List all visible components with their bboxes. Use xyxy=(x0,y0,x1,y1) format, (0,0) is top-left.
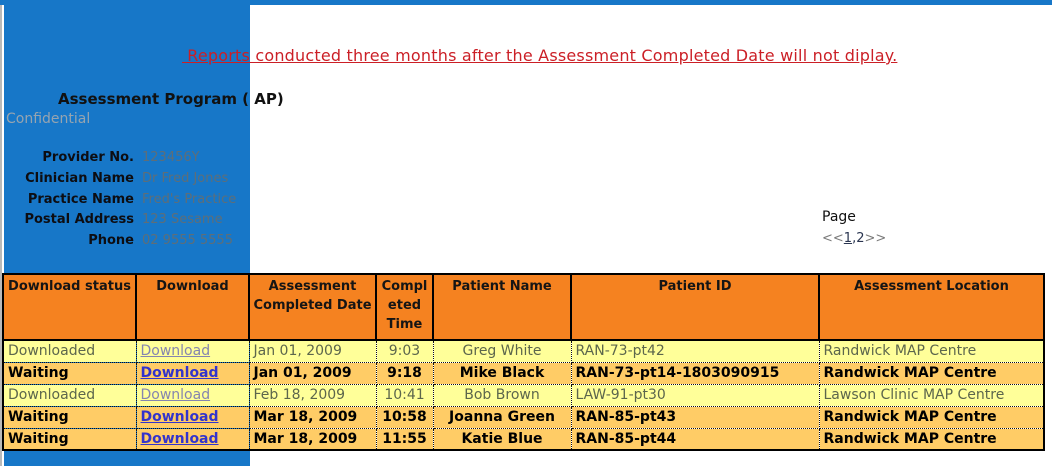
provider-no-value: 123456Y xyxy=(142,150,200,165)
download-cell: Download xyxy=(135,339,250,363)
download-link[interactable]: Download xyxy=(140,365,219,381)
page-title: Assessment Program ( AP) xyxy=(58,90,284,108)
table-row: Downloaded Download Feb 18, 2009 10:41 B… xyxy=(2,383,1045,407)
assessment-location-cell: Randwick MAP Centre xyxy=(818,405,1045,429)
patient-id-cell: RAN-85-pt43 xyxy=(570,405,820,429)
expiry-warning-text: Reports conducted three months after the… xyxy=(182,46,898,65)
assessment-location-cell: Randwick MAP Centre xyxy=(818,361,1045,385)
patient-name-cell: Greg White xyxy=(432,339,572,363)
page-separator: , xyxy=(852,231,857,246)
assessment-report-table: Download status Download Assessment Comp… xyxy=(2,273,1045,451)
col-header-patient-name: Patient Name xyxy=(432,273,572,341)
practice-name-value: Fred's Practice xyxy=(142,191,237,207)
prev-pages-arrow[interactable]: << xyxy=(822,231,844,246)
table-row: Waiting Download Mar 18, 2009 11:55 Kati… xyxy=(2,427,1045,451)
completed-date-cell: Jan 01, 2009 xyxy=(248,361,377,385)
download-status-cell: Downloaded xyxy=(2,383,137,407)
completed-time-cell: 11:55 xyxy=(375,427,434,451)
completed-time-cell: 10:41 xyxy=(375,383,434,407)
patient-id-cell: RAN-73-pt42 xyxy=(570,339,820,363)
clinician-name-value: Dr Fred Jones xyxy=(142,170,229,186)
download-link[interactable]: Download xyxy=(140,430,219,447)
page-2-link[interactable]: 2 xyxy=(856,231,865,246)
download-status-cell: Waiting xyxy=(2,361,137,385)
patient-id-cell: RAN-85-pt44 xyxy=(570,427,820,451)
download-status-cell: Downloaded xyxy=(2,339,137,363)
table-header-row: Download status Download Assessment Comp… xyxy=(2,273,1045,341)
patient-id-cell: LAW-91-pt30 xyxy=(570,383,820,407)
provider-no-label: Provider No. xyxy=(42,150,134,165)
page-left-edge xyxy=(0,0,2,466)
download-cell: Download xyxy=(135,427,250,451)
completed-date-cell: Feb 18, 2009 xyxy=(248,383,377,407)
top-blue-strip xyxy=(0,0,1052,5)
col-header-download: Download xyxy=(135,273,250,341)
col-header-completed-time: Completed Time xyxy=(375,273,434,341)
download-link[interactable]: Download xyxy=(140,343,211,360)
completed-date-cell: Mar 18, 2009 xyxy=(248,405,377,429)
phone-value: 02 9555 5555 xyxy=(142,233,233,249)
assessment-location-cell: Randwick MAP Centre xyxy=(818,427,1045,451)
download-link[interactable]: Download xyxy=(140,409,219,425)
practice-name-label: Practice Name xyxy=(27,191,134,207)
download-cell: Download xyxy=(135,405,250,429)
next-pages-arrow[interactable]: >> xyxy=(864,231,887,246)
postal-address-value: 123 Sesame xyxy=(142,212,223,228)
patient-name-cell: Mike Black xyxy=(432,361,572,385)
patient-id-cell: RAN-73-pt14-1803090915 xyxy=(570,361,820,385)
table-row: Downloaded Download Jan 01, 2009 9:03 Gr… xyxy=(2,339,1045,363)
download-cell: Download xyxy=(135,383,250,407)
patient-name-cell: Katie Blue xyxy=(432,427,572,451)
assessment-location-cell: Lawson Clinic MAP Centre xyxy=(818,383,1045,407)
confidential-label: Confidential xyxy=(6,111,91,127)
provider-details: Provider No. 123456Y Clinician Name Dr F… xyxy=(8,148,236,252)
completed-date-cell: Jan 01, 2009 xyxy=(248,339,377,363)
patient-name-cell: Bob Brown xyxy=(432,383,572,407)
pagination: <<1,2>> xyxy=(822,231,886,246)
download-status-cell: Waiting xyxy=(2,427,137,451)
col-header-patient-id: Patient ID xyxy=(570,273,820,341)
download-status-cell: Waiting xyxy=(2,405,137,429)
col-header-download-status: Download status xyxy=(2,273,137,341)
completed-date-cell: Mar 18, 2009 xyxy=(248,427,377,451)
table-row: Waiting Download Mar 18, 2009 10:58 Joan… xyxy=(2,405,1045,429)
page-label: Page xyxy=(822,209,856,225)
download-link[interactable]: Download xyxy=(140,387,211,403)
completed-time-cell: 9:18 xyxy=(375,361,434,385)
col-header-assessment-location: Assessment Location xyxy=(818,273,1045,341)
download-cell: Download xyxy=(135,361,250,385)
completed-time-cell: 9:03 xyxy=(375,339,434,363)
postal-address-label: Postal Address xyxy=(24,212,134,228)
col-header-assessment-completed-date: Assessment Completed Date xyxy=(248,273,377,341)
table-row: Waiting Download Jan 01, 2009 9:18 Mike … xyxy=(2,361,1045,385)
clinician-name-label: Clinician Name xyxy=(25,170,134,186)
phone-label: Phone xyxy=(88,233,134,249)
completed-time-cell: 10:58 xyxy=(375,405,434,429)
patient-name-cell: Joanna Green xyxy=(432,405,572,429)
page-1-link[interactable]: 1 xyxy=(843,231,853,246)
assessment-location-cell: Randwick MAP Centre xyxy=(818,339,1045,363)
